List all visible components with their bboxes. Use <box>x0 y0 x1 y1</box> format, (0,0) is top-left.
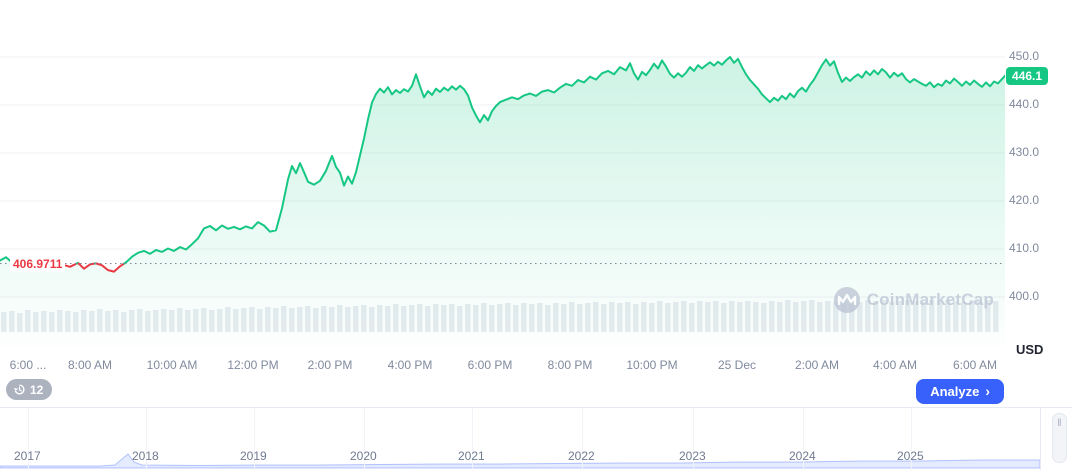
history-button[interactable]: 12 <box>6 379 53 400</box>
x-axis-label: 12:00 PM <box>227 358 279 372</box>
coinmarketcap-watermark: CoinMarketCap <box>833 287 994 313</box>
currency-label: USD <box>1016 342 1044 357</box>
y-axis-label: 400.0 <box>1009 289 1040 303</box>
timeline-year-label: 2020 <box>350 449 377 463</box>
y-axis-label: 430.0 <box>1009 145 1040 159</box>
y-axis-label: 410.0 <box>1009 241 1040 255</box>
chevron-right-icon: › <box>985 382 990 399</box>
x-axis-label: 10:00 AM <box>146 358 198 372</box>
timeline-year-label: 2024 <box>789 449 816 463</box>
timeline-year-gridline <box>472 408 473 470</box>
timeline-year-label: 2023 <box>679 449 706 463</box>
timeline-divider <box>1040 408 1041 470</box>
previous-close-label: 406.9711 <box>10 255 66 272</box>
x-axis: 6:00 ... 8:00 AM 10:00 AM 12:00 PM 2:00 PM 4:… <box>0 358 1005 376</box>
x-axis-label: 10:00 PM <box>626 358 678 372</box>
x-axis-label: 4:00 PM <box>387 358 433 372</box>
watermark-text: CoinMarketCap <box>866 290 994 309</box>
last-price-badge: 446.1 <box>1006 66 1048 85</box>
timeline-minimap[interactable] <box>0 408 1040 470</box>
x-axis-label: 4:00 AM <box>872 358 918 372</box>
x-axis-label: 2:00 PM <box>307 358 353 372</box>
timeline-scroll-handle[interactable]: ‖ <box>1052 413 1067 463</box>
price-chart: 450.0 440.0 430.0 420.0 410.0 400.0 USD 446.1… <box>0 0 1048 372</box>
history-count: 12 <box>30 382 44 397</box>
timeline-year-label: 2018 <box>132 449 159 463</box>
y-axis-label: 450.0 <box>1009 49 1040 63</box>
timeline-year-gridline <box>146 408 147 470</box>
timeline-year-label: 2022 <box>568 449 595 463</box>
x-axis-label: 2:00 AM <box>794 358 840 372</box>
x-axis-label: 6:00 AM <box>952 358 998 372</box>
y-axis-label: 440.0 <box>1009 97 1040 111</box>
timeline-year-gridline <box>693 408 694 470</box>
x-axis-label: 25 Dec <box>717 358 757 372</box>
timeline-year-gridline <box>803 408 804 470</box>
timeline-year-gridline <box>254 408 255 470</box>
analyze-label: Analyze <box>930 384 980 399</box>
timeline-year-gridline <box>582 408 583 470</box>
x-axis-label: 6:00 PM <box>467 358 513 372</box>
coinmarketcap-logo-icon <box>833 287 860 313</box>
x-axis-label: 6:00 ... <box>9 358 47 372</box>
timeline-year-gridline <box>364 408 365 470</box>
timeline-year-gridline <box>28 408 29 470</box>
x-axis-label: 8:00 PM <box>547 358 593 372</box>
timeline-year-label: 2019 <box>240 449 267 463</box>
chart-canvas[interactable] <box>0 0 1005 356</box>
x-axis-label: 8:00 AM <box>67 358 113 372</box>
timeline-year-label: 2021 <box>458 449 485 463</box>
y-axis-label: 420.0 <box>1009 193 1040 207</box>
timeline-year-label: 2025 <box>897 449 924 463</box>
history-clock-icon <box>13 384 25 395</box>
timeline-range-selector[interactable]: 2017 2018 2019 2020 2021 2022 2023 2024 2025 ‖ <box>0 407 1072 470</box>
timeline-year-gridline <box>911 408 912 470</box>
analyze-button[interactable]: Analyze › <box>916 379 1004 404</box>
timeline-year-label: 2017 <box>14 449 41 463</box>
